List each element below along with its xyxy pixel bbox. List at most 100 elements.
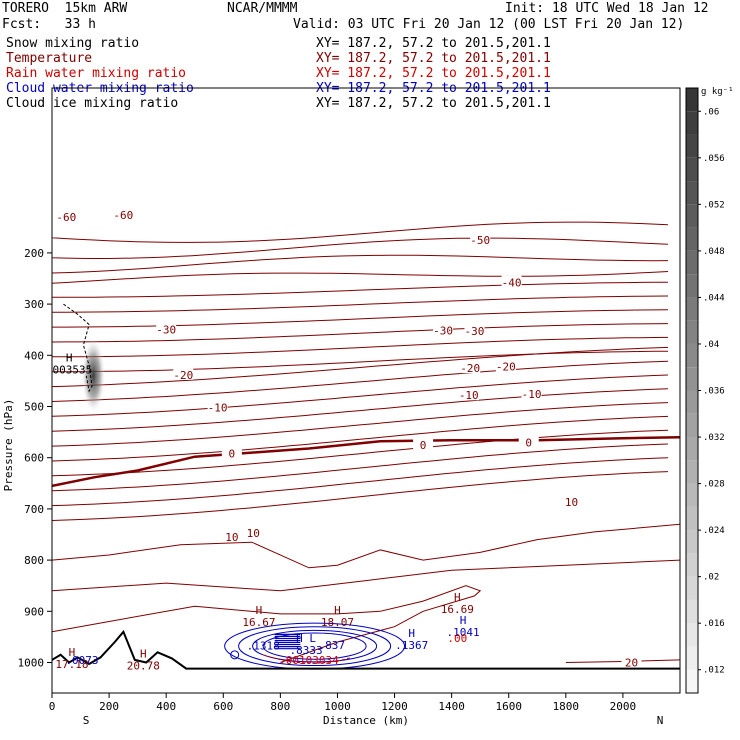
temperature-contour bbox=[52, 281, 669, 298]
colorbar-swatch bbox=[686, 669, 698, 693]
contour-label-bg bbox=[156, 322, 177, 335]
temperature-contour bbox=[52, 360, 669, 403]
legend-name-rain: Rain water mixing ratio bbox=[6, 66, 187, 81]
x-tick-label: 1800 bbox=[553, 700, 580, 713]
valid-time: Valid: 03 UTC Fri 20 Jan 12 (00 LST Fri … bbox=[293, 17, 685, 32]
legend-xy-temperature: XY= 187.2, 57.2 to 201.5,201.1 bbox=[316, 51, 551, 66]
colorbar-swatch bbox=[686, 460, 698, 484]
temperature-contour-label: 20 bbox=[625, 657, 638, 670]
colorbar-tick-label: .056 bbox=[703, 154, 725, 164]
temperature-contour-label: 10 bbox=[565, 496, 578, 509]
temperature-contour bbox=[52, 350, 669, 373]
x-tick-label: 1400 bbox=[438, 700, 465, 713]
temperature-contour-label: -30 bbox=[433, 325, 453, 338]
colorbar-swatch bbox=[686, 88, 698, 112]
x-tick-label: 1200 bbox=[381, 700, 408, 713]
contour-label-bg bbox=[470, 233, 491, 246]
contour-label-bg bbox=[221, 530, 242, 543]
temperature-contour-label: -10 bbox=[522, 388, 542, 401]
colorbar-swatch bbox=[686, 646, 698, 670]
extremum-value: 16.67 bbox=[242, 616, 275, 629]
legend-name-temperature: Temperature bbox=[6, 51, 93, 66]
contour-label-bg bbox=[433, 323, 454, 336]
temperature-contour bbox=[52, 221, 669, 243]
cloud-water-contour bbox=[262, 632, 367, 660]
extremum-marker: H L bbox=[296, 632, 316, 645]
forecast-hour: Fcst: 33 h bbox=[2, 17, 96, 32]
x-tick-label: 2000 bbox=[610, 700, 637, 713]
south-label: S bbox=[83, 714, 90, 727]
extremum-value: 18.07 bbox=[321, 616, 354, 629]
x-tick-label: 200 bbox=[99, 700, 119, 713]
colorbar-swatch bbox=[686, 437, 698, 461]
extremum-marker: H bbox=[460, 614, 467, 627]
x-tick-label: 600 bbox=[213, 700, 233, 713]
colorbar-swatch bbox=[686, 553, 698, 577]
cloud-ice-contour bbox=[63, 303, 93, 393]
colorbar-swatch bbox=[686, 227, 698, 251]
temperature-contour-label: 0 bbox=[525, 436, 532, 449]
contour-label-bg bbox=[521, 387, 542, 400]
extremum-marker: H bbox=[334, 604, 341, 617]
colorbar-swatch bbox=[686, 390, 698, 414]
temperature-contour-label: -30 bbox=[465, 325, 485, 338]
extremum-marker: .837 bbox=[318, 639, 345, 652]
y-tick-label: 200 bbox=[24, 247, 44, 260]
extremum-value: .003535 bbox=[46, 363, 92, 376]
extremum-marker: .1318 bbox=[247, 640, 280, 653]
extremum-value: 17.18 bbox=[55, 658, 88, 671]
x-axis-label: Distance (km) bbox=[323, 714, 409, 727]
temperature-contour bbox=[52, 346, 669, 388]
extremum-marker: H bbox=[256, 604, 263, 617]
legend-xy-snow: XY= 187.2, 57.2 to 201.5,201.1 bbox=[316, 36, 551, 51]
colorbar-tick-label: .04 bbox=[703, 340, 719, 350]
y-tick-label: 300 bbox=[24, 298, 44, 311]
terrain-line bbox=[52, 629, 680, 670]
temperature-contour bbox=[52, 585, 482, 663]
temperature-contour bbox=[52, 471, 669, 522]
colorbar-swatch bbox=[686, 506, 698, 531]
temperature-contour-label: -20 bbox=[496, 361, 516, 374]
colorbar-tick-label: .02 bbox=[703, 573, 719, 583]
colorbar-swatch bbox=[686, 623, 698, 647]
contour-label-bg bbox=[113, 208, 134, 221]
cloud-water-contour bbox=[230, 650, 240, 660]
legend-name-cloud-ice: Cloud ice mixing ratio bbox=[6, 96, 179, 111]
colorbar-tick-label: .044 bbox=[703, 293, 725, 303]
contour-label-bg bbox=[56, 210, 77, 223]
temperature-contour-label: -40 bbox=[502, 277, 522, 290]
temperature-contour bbox=[52, 271, 669, 284]
y-tick-label: 1000 bbox=[18, 657, 45, 670]
y-axis-label: Pressure (hPa) bbox=[2, 399, 15, 492]
colorbar-swatch bbox=[686, 111, 698, 135]
contour-label-bg bbox=[621, 655, 642, 668]
colorbar-swatch bbox=[686, 367, 698, 391]
temperature-contour bbox=[52, 457, 669, 507]
x-tick-label: 1600 bbox=[495, 700, 522, 713]
temperature-contour bbox=[52, 254, 669, 274]
legend-xy-rain: XY= 187.2, 57.2 to 201.5,201.1 bbox=[316, 66, 551, 81]
org-label: NCAR/MMMM bbox=[227, 1, 298, 16]
colorbar-swatch bbox=[686, 320, 698, 344]
y-tick-label: 700 bbox=[24, 503, 44, 516]
temperature-contour-label: -20 bbox=[173, 369, 193, 382]
temperature-contour-label: 10 bbox=[247, 527, 260, 540]
x-tick-label: 1000 bbox=[324, 700, 351, 713]
temperature-contour-label: -50 bbox=[470, 234, 490, 247]
temperature-contour bbox=[52, 388, 669, 432]
colorbar-swatch bbox=[686, 530, 698, 554]
colorbar-swatch bbox=[686, 343, 698, 368]
extremum-marker: .00 bbox=[447, 632, 467, 645]
extremum-marker: H bbox=[66, 351, 73, 364]
temperature-contour-label: -10 bbox=[208, 402, 228, 415]
contour-label-bg bbox=[561, 495, 582, 508]
colorbar-tick-label: .024 bbox=[703, 526, 725, 536]
temperature-contour-label: -30 bbox=[156, 324, 176, 337]
contour-label-bg bbox=[460, 361, 481, 374]
contour-label-bg bbox=[518, 435, 539, 448]
contour-label-bg bbox=[221, 446, 242, 459]
extremum-value: 16.69 bbox=[441, 603, 474, 616]
colorbar-swatch bbox=[686, 250, 698, 275]
y-tick-label: 800 bbox=[24, 554, 44, 567]
